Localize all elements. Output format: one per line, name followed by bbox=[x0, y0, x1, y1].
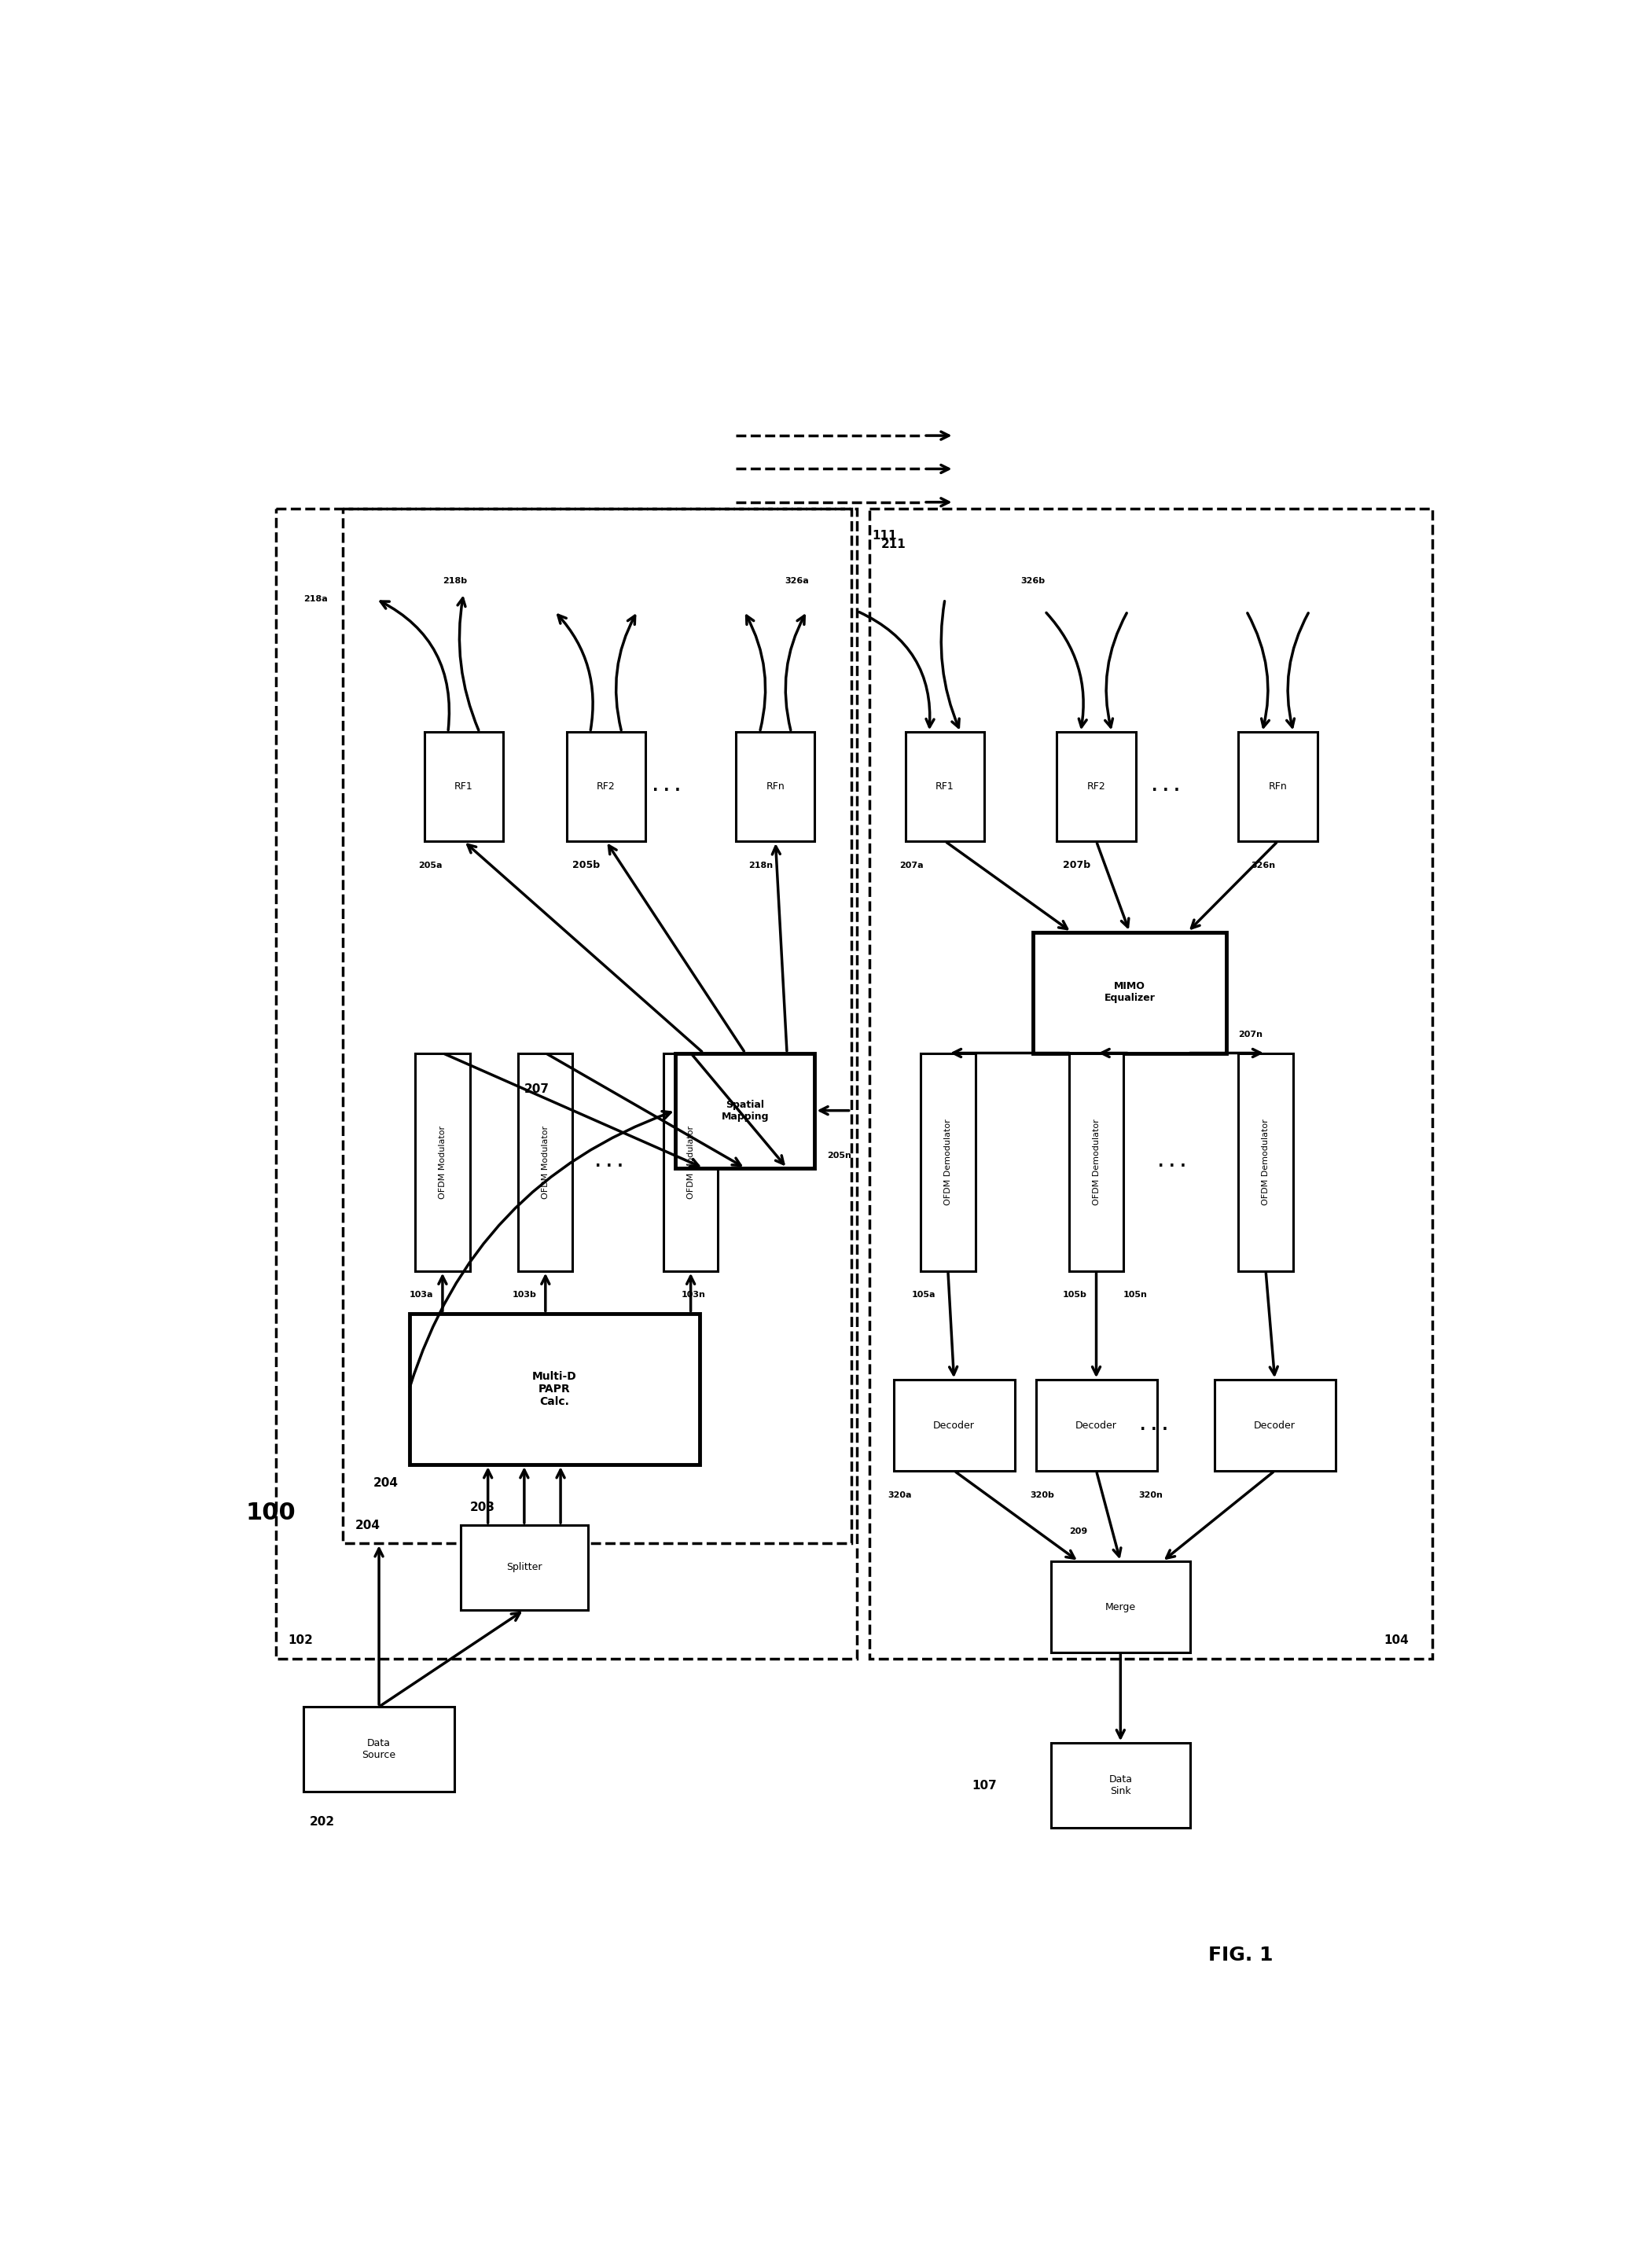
Text: 207: 207 bbox=[524, 1084, 549, 1095]
Text: RFn: RFn bbox=[1268, 782, 1286, 792]
Text: 205a: 205a bbox=[419, 862, 442, 869]
Text: 207a: 207a bbox=[900, 862, 923, 869]
Text: FIG. 1: FIG. 1 bbox=[1208, 1946, 1273, 1964]
Text: 209: 209 bbox=[1070, 1526, 1088, 1535]
Bar bbox=[343, 508, 851, 1542]
Bar bbox=[905, 733, 984, 841]
Text: 207n: 207n bbox=[1239, 1032, 1263, 1039]
Text: MIMO
Equalizer: MIMO Equalizer bbox=[1104, 982, 1155, 1002]
Text: 105a: 105a bbox=[912, 1290, 935, 1300]
Text: 207b: 207b bbox=[1063, 860, 1091, 871]
Text: . . .: . . . bbox=[652, 780, 680, 794]
Bar bbox=[1070, 1052, 1124, 1270]
Text: 204: 204 bbox=[355, 1520, 380, 1531]
Bar bbox=[920, 1052, 976, 1270]
Text: 320a: 320a bbox=[887, 1490, 912, 1499]
Text: OFDM Modulator: OFDM Modulator bbox=[542, 1125, 549, 1198]
Text: Decoder: Decoder bbox=[1254, 1420, 1296, 1431]
Bar bbox=[1052, 1744, 1190, 1828]
Text: OFDM Modulator: OFDM Modulator bbox=[439, 1125, 447, 1198]
Text: 205b: 205b bbox=[573, 860, 600, 871]
Bar bbox=[1035, 1379, 1157, 1470]
Text: OFDM Demodulator: OFDM Demodulator bbox=[945, 1118, 951, 1204]
Bar bbox=[567, 733, 646, 841]
Text: 218b: 218b bbox=[442, 576, 467, 585]
Bar bbox=[424, 733, 503, 841]
Text: 103a: 103a bbox=[409, 1290, 434, 1300]
Bar bbox=[1056, 733, 1135, 841]
Text: . . .: . . . bbox=[1158, 1154, 1186, 1170]
Text: . . .: . . . bbox=[1140, 1418, 1168, 1433]
Text: 202: 202 bbox=[309, 1817, 335, 1828]
Text: 111: 111 bbox=[872, 531, 897, 542]
Text: Decoder: Decoder bbox=[933, 1420, 974, 1431]
Text: 107: 107 bbox=[973, 1780, 997, 1792]
Bar bbox=[276, 508, 858, 1658]
Text: 203: 203 bbox=[470, 1501, 495, 1513]
Text: RF2: RF2 bbox=[596, 782, 614, 792]
Text: . . .: . . . bbox=[595, 1154, 623, 1170]
Bar bbox=[1052, 1560, 1190, 1653]
Text: Spatial
Mapping: Spatial Mapping bbox=[721, 1100, 769, 1123]
Text: OFDM Demodulator: OFDM Demodulator bbox=[1093, 1118, 1101, 1204]
Text: 104: 104 bbox=[1383, 1635, 1408, 1647]
Text: 218a: 218a bbox=[304, 594, 327, 603]
Bar bbox=[869, 508, 1433, 1658]
Text: RF1: RF1 bbox=[935, 782, 955, 792]
Bar bbox=[664, 1052, 718, 1270]
Bar bbox=[409, 1313, 700, 1465]
Text: RF2: RF2 bbox=[1088, 782, 1106, 792]
Bar bbox=[675, 1052, 815, 1168]
Bar bbox=[518, 1052, 573, 1270]
Text: Merge: Merge bbox=[1106, 1601, 1135, 1613]
Text: 102: 102 bbox=[288, 1635, 314, 1647]
Bar bbox=[736, 733, 815, 841]
Text: . . .: . . . bbox=[1152, 780, 1180, 794]
Bar bbox=[1033, 932, 1226, 1052]
Text: 103n: 103n bbox=[682, 1290, 706, 1300]
Text: 105n: 105n bbox=[1124, 1290, 1148, 1300]
Bar bbox=[1239, 1052, 1293, 1270]
Text: Multi-D
PAPR
Calc.: Multi-D PAPR Calc. bbox=[532, 1370, 577, 1406]
Text: Splitter: Splitter bbox=[506, 1563, 542, 1572]
Bar bbox=[304, 1708, 455, 1792]
Text: RFn: RFn bbox=[766, 782, 785, 792]
Text: OFDM Modulator: OFDM Modulator bbox=[687, 1125, 695, 1198]
Bar bbox=[416, 1052, 470, 1270]
Text: Data
Source: Data Source bbox=[361, 1737, 396, 1760]
Bar bbox=[1239, 733, 1318, 841]
Bar bbox=[894, 1379, 1015, 1470]
Text: 204: 204 bbox=[373, 1476, 398, 1488]
Text: 326b: 326b bbox=[1020, 576, 1045, 585]
Text: 105b: 105b bbox=[1063, 1290, 1088, 1300]
Text: 320b: 320b bbox=[1030, 1490, 1053, 1499]
Text: 100: 100 bbox=[246, 1501, 296, 1524]
Text: 205n: 205n bbox=[826, 1152, 851, 1159]
Text: 320n: 320n bbox=[1139, 1490, 1163, 1499]
Text: 218n: 218n bbox=[748, 862, 772, 869]
Text: Data
Sink: Data Sink bbox=[1109, 1774, 1132, 1796]
Text: 326n: 326n bbox=[1250, 862, 1275, 869]
Text: 326a: 326a bbox=[785, 576, 808, 585]
Text: RF1: RF1 bbox=[455, 782, 473, 792]
Text: 211: 211 bbox=[881, 540, 907, 551]
Bar bbox=[460, 1524, 588, 1610]
Text: 103b: 103b bbox=[513, 1290, 536, 1300]
Text: Decoder: Decoder bbox=[1076, 1420, 1117, 1431]
Text: OFDM Demodulator: OFDM Demodulator bbox=[1262, 1118, 1270, 1204]
Bar bbox=[1214, 1379, 1336, 1470]
